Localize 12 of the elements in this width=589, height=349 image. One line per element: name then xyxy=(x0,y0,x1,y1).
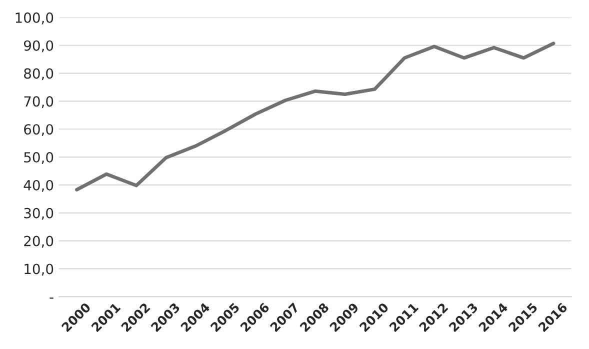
y-tick-label: 100,0 xyxy=(16,12,54,24)
y-tick-label: - xyxy=(50,298,54,299)
y-tick-label: 40,0 xyxy=(24,180,54,192)
y-tick-label: 90,0 xyxy=(24,40,54,52)
y-tick-label: 60,0 xyxy=(24,124,54,136)
y-tick-label: 70,0 xyxy=(24,96,54,108)
y-tick-label: 50,0 xyxy=(24,152,54,164)
y-tick-label: 20,0 xyxy=(24,236,54,248)
y-tick-label: 10,0 xyxy=(24,264,54,276)
y-tick-label: 30,0 xyxy=(24,208,54,220)
y-tick-label: 80,0 xyxy=(24,68,54,80)
line-series xyxy=(75,42,556,192)
